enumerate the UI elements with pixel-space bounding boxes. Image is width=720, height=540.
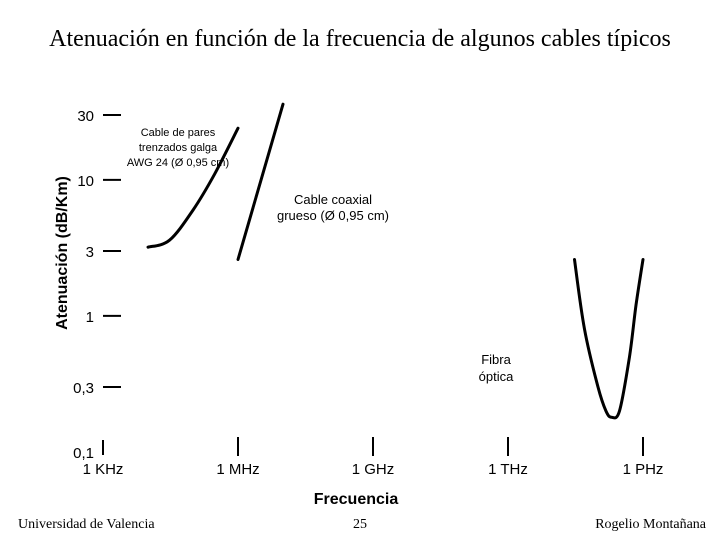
series-label-3-line: Fibra — [481, 352, 511, 367]
series-label-1-line: Cable de pares — [141, 127, 216, 139]
series-curves — [146, 102, 645, 420]
x-tick-label: 1 KHz — [83, 461, 124, 478]
y-tick-label: 30 — [77, 108, 94, 125]
series-line-2 — [236, 102, 285, 261]
footer-right: Rogelio Montañana — [595, 517, 706, 532]
x-tick-label: 1 MHz — [216, 461, 259, 478]
series-labels: Cable de pares trenzados galga AWG 24 (Ø 0… — [127, 127, 514, 384]
x-ticks: 1 KHz 1 MHz 1 GHz 1 THz 1 PHz — [83, 437, 664, 478]
series-line-3 — [573, 258, 645, 420]
series-label-1-line: trenzados galga — [139, 142, 218, 154]
y-ticks: 30 10 3 1 0,3 0,1 — [73, 108, 121, 462]
y-tick-label: 1 — [86, 309, 94, 326]
series-label-3-line: óptica — [479, 369, 514, 384]
y-tick-label: 0,3 — [73, 380, 94, 397]
footer-left: Universidad de Valencia — [18, 517, 155, 532]
x-tick-label: 1 PHz — [623, 461, 664, 478]
y-tick-label: 0,1 — [73, 445, 94, 462]
series-label-1-line: AWG 24 (Ø 0,95 cm) — [127, 157, 229, 169]
x-tick-label: 1 GHz — [352, 461, 395, 478]
y-tick-label: 10 — [77, 173, 94, 190]
x-tick-label: 1 THz — [488, 461, 528, 478]
x-axis-label: Frecuencia — [314, 491, 399, 508]
footer-center: 25 — [353, 517, 367, 532]
series-label-2-line: grueso (Ø 0,95 cm) — [277, 208, 389, 223]
series-label-2-line: Cable coaxial — [294, 192, 372, 207]
chart-title: Atenuación en función de la frecuencia d… — [49, 26, 671, 52]
y-axis-label: Atenuación (dB/Km) — [54, 176, 71, 330]
y-tick-label: 3 — [86, 244, 94, 261]
series-line-1 — [146, 126, 240, 249]
